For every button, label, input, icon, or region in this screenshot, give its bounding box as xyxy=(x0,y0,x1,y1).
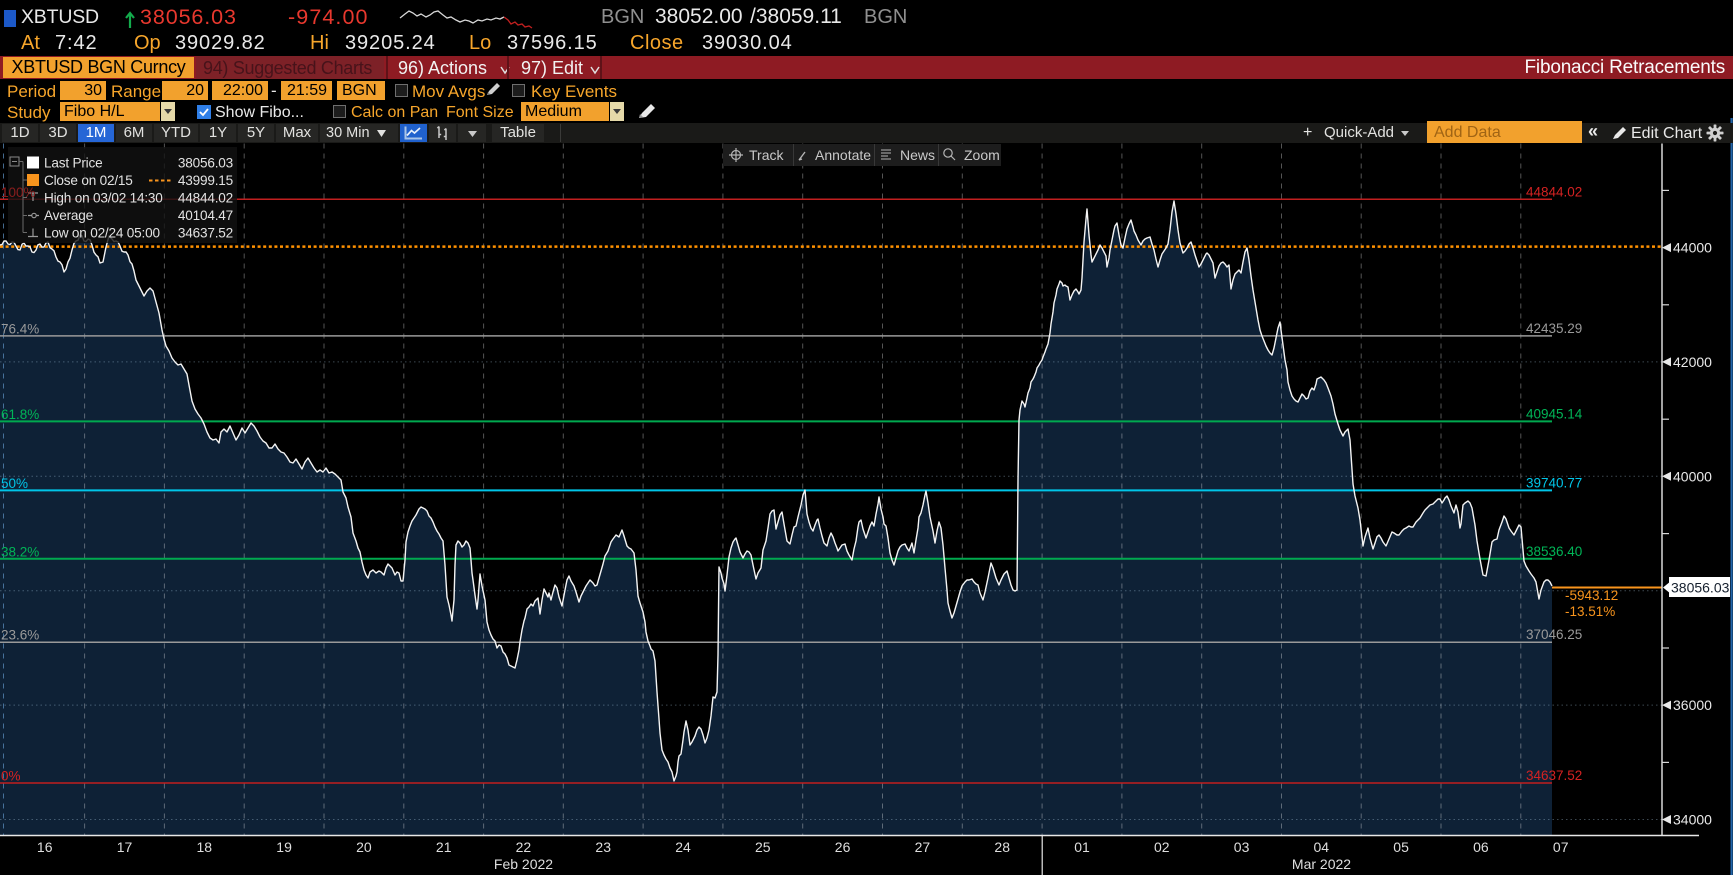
svg-text:40945.14: 40945.14 xyxy=(1526,406,1583,421)
svg-text:Annotate: Annotate xyxy=(815,147,871,163)
svg-text:61.8%: 61.8% xyxy=(1,407,39,422)
svg-text:03: 03 xyxy=(1234,839,1250,855)
svg-text:34000: 34000 xyxy=(1673,812,1712,828)
svg-text:News: News xyxy=(900,147,935,163)
svg-text:0%: 0% xyxy=(1,769,21,784)
svg-text:44844.02: 44844.02 xyxy=(178,191,233,206)
svg-text:Average: Average xyxy=(44,208,93,223)
svg-text:Feb 2022: Feb 2022 xyxy=(494,856,553,872)
svg-text:23: 23 xyxy=(595,839,611,855)
svg-text:100%: 100% xyxy=(1,185,36,200)
svg-text:24: 24 xyxy=(675,839,691,855)
svg-text:Close on 02/15: Close on 02/15 xyxy=(44,173,133,188)
svg-text:40000: 40000 xyxy=(1673,468,1712,484)
svg-text:06: 06 xyxy=(1473,839,1489,855)
svg-text:25: 25 xyxy=(755,839,771,855)
svg-text:23.6%: 23.6% xyxy=(1,628,39,643)
svg-text:42435.29: 42435.29 xyxy=(1526,321,1582,336)
svg-text:21: 21 xyxy=(436,839,452,855)
svg-text:44844.02: 44844.02 xyxy=(1526,184,1582,199)
svg-text:Last Price: Last Price xyxy=(44,156,102,171)
svg-text:38056.03: 38056.03 xyxy=(1671,580,1730,596)
svg-text:37046.25: 37046.25 xyxy=(1526,627,1582,642)
svg-text:28: 28 xyxy=(994,839,1010,855)
svg-text:02: 02 xyxy=(1154,839,1170,855)
svg-text:27: 27 xyxy=(915,839,931,855)
svg-text:High on 03/02 14:30: High on 03/02 14:30 xyxy=(44,191,163,206)
svg-text:34637.52: 34637.52 xyxy=(1526,768,1582,783)
svg-text:18: 18 xyxy=(197,839,213,855)
svg-text:38056.03: 38056.03 xyxy=(178,156,233,171)
svg-text:34637.52: 34637.52 xyxy=(178,226,233,241)
svg-text:20: 20 xyxy=(356,839,372,855)
svg-text:Mar 2022: Mar 2022 xyxy=(1292,856,1351,872)
svg-text:38536.40: 38536.40 xyxy=(1526,544,1582,559)
svg-text:01: 01 xyxy=(1074,839,1090,855)
svg-text:50%: 50% xyxy=(1,476,28,491)
svg-text:04: 04 xyxy=(1314,839,1330,855)
svg-text:26: 26 xyxy=(835,839,851,855)
svg-text:05: 05 xyxy=(1393,839,1409,855)
svg-text:07: 07 xyxy=(1553,839,1569,855)
svg-text:22: 22 xyxy=(516,839,532,855)
svg-text:Track: Track xyxy=(749,147,784,163)
svg-text:43999.15: 43999.15 xyxy=(178,173,233,188)
svg-text:-5943.12: -5943.12 xyxy=(1565,588,1618,603)
svg-text:19: 19 xyxy=(276,839,292,855)
svg-text:Low on 02/24 05:00: Low on 02/24 05:00 xyxy=(44,226,160,241)
svg-text:42000: 42000 xyxy=(1673,354,1712,370)
svg-text:44000: 44000 xyxy=(1673,240,1712,256)
svg-text:-13.51%: -13.51% xyxy=(1565,604,1615,619)
svg-text:Zoom: Zoom xyxy=(964,147,1000,163)
svg-text:40104.47: 40104.47 xyxy=(178,208,233,223)
svg-text:39740.77: 39740.77 xyxy=(1526,475,1582,490)
svg-text:38.2%: 38.2% xyxy=(1,544,39,559)
svg-text:76.4%: 76.4% xyxy=(1,321,39,336)
svg-text:36000: 36000 xyxy=(1673,697,1712,713)
svg-text:16: 16 xyxy=(37,839,53,855)
svg-text:17: 17 xyxy=(117,839,133,855)
